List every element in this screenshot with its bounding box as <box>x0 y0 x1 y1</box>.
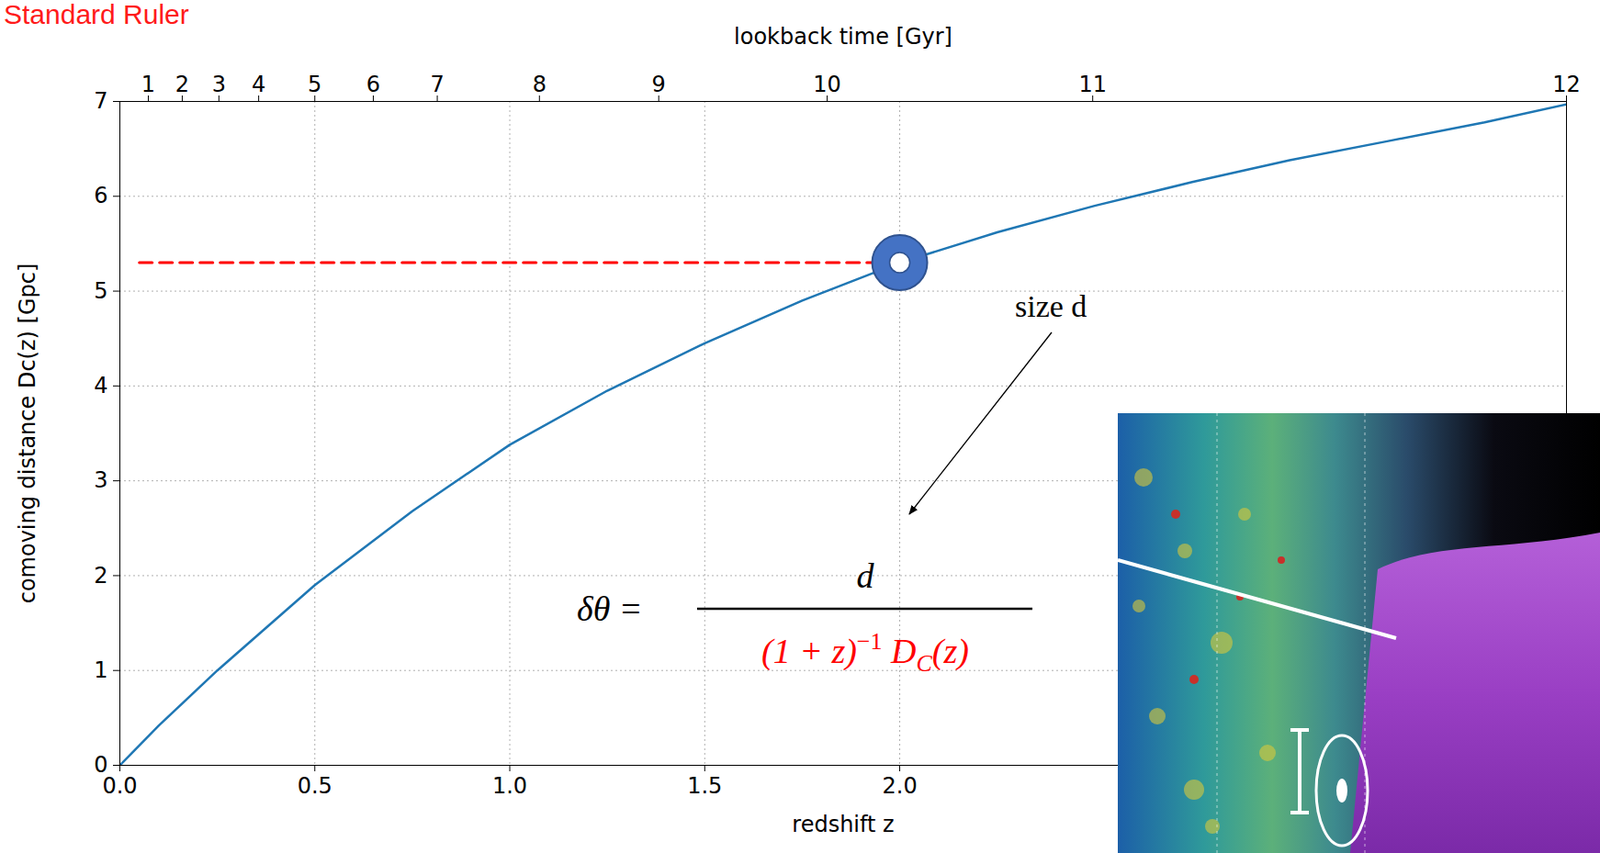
svg-text:lookback time [Gyr]: lookback time [Gyr] <box>733 23 953 50</box>
svg-text:redshift z: redshift z <box>791 811 894 838</box>
svg-text:1.0: 1.0 <box>492 773 528 800</box>
svg-text:d: d <box>856 556 876 596</box>
svg-text:size d: size d <box>1014 289 1087 324</box>
svg-text:(1 + z)−1 DC(z): (1 + z)−1 DC(z) <box>761 628 970 677</box>
svg-text:8: 8 <box>532 71 547 98</box>
svg-text:9: 9 <box>652 71 666 98</box>
svg-text:4: 4 <box>251 71 266 98</box>
svg-text:7: 7 <box>93 88 108 114</box>
svg-text:1: 1 <box>141 71 156 98</box>
svg-text:0.0: 0.0 <box>102 772 138 799</box>
svg-text:2: 2 <box>93 563 108 589</box>
svg-text:2: 2 <box>175 71 190 98</box>
svg-text:1: 1 <box>93 657 108 684</box>
svg-text:3: 3 <box>93 467 108 494</box>
svg-text:6: 6 <box>366 71 381 98</box>
svg-text:0: 0 <box>93 752 108 778</box>
svg-text:2.0: 2.0 <box>881 773 917 800</box>
svg-text:7: 7 <box>429 71 444 98</box>
svg-text:1.5: 1.5 <box>687 773 722 800</box>
svg-text:comoving distance Dc(z) [Gpc]: comoving distance Dc(z) [Gpc] <box>14 263 41 605</box>
svg-text:12: 12 <box>1552 71 1581 98</box>
svg-text:10: 10 <box>812 71 842 98</box>
svg-text:11: 11 <box>1078 71 1107 98</box>
svg-text:6: 6 <box>93 182 108 209</box>
html-text:Standard Ruler: Standard Ruler <box>3 0 190 30</box>
svg-text:4: 4 <box>93 372 108 399</box>
svg-text:3: 3 <box>212 71 226 98</box>
svg-text:5: 5 <box>307 71 322 98</box>
svg-text:δθ =: δθ = <box>576 589 643 629</box>
svg-text:0.5: 0.5 <box>297 773 333 800</box>
svg-text:5: 5 <box>93 278 108 305</box>
